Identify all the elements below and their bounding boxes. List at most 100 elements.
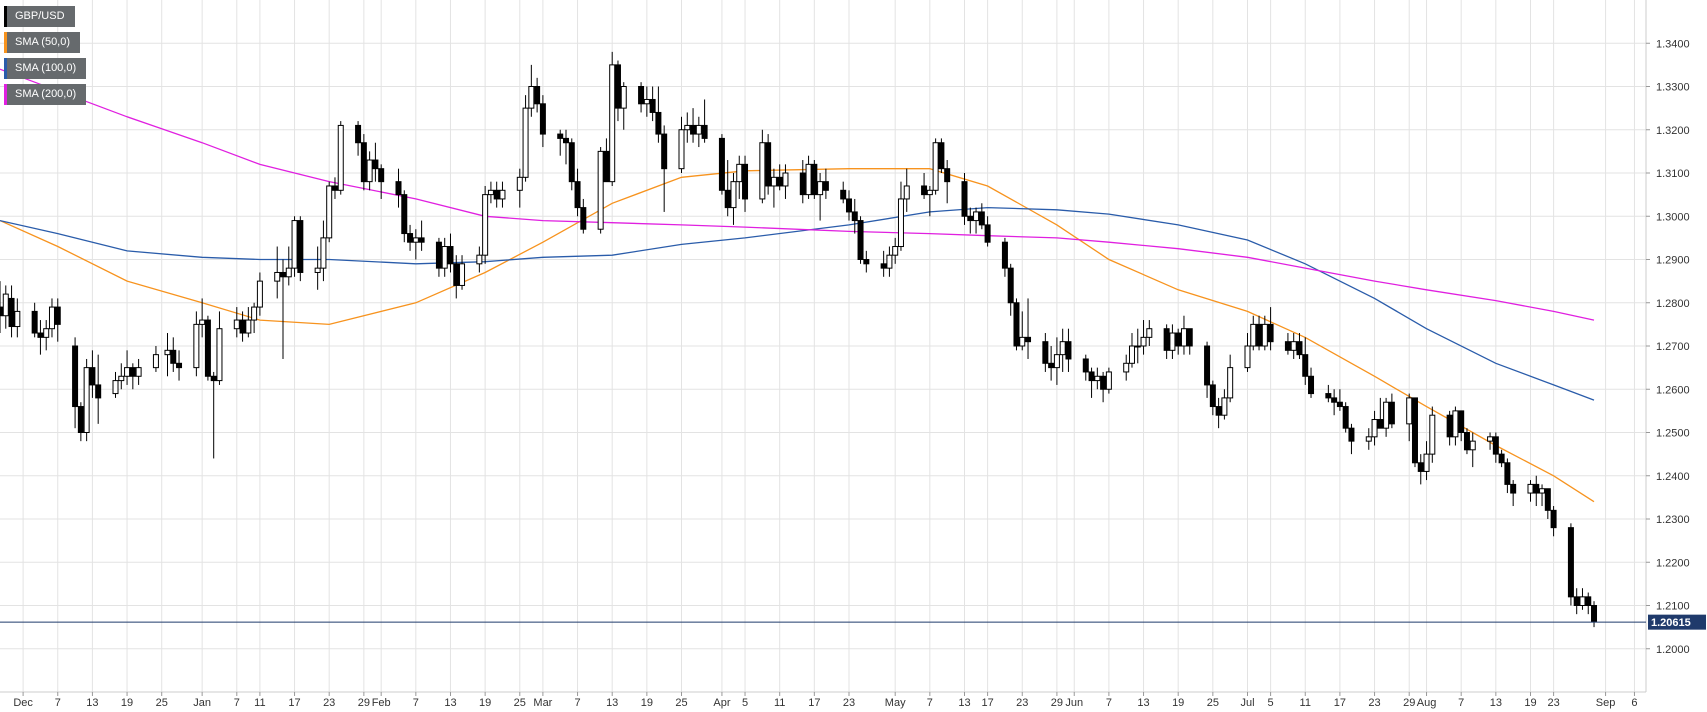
candle-body — [759, 142, 766, 200]
candle — [31, 302, 38, 338]
candle — [1284, 333, 1291, 355]
candle — [840, 181, 847, 204]
candle-body — [690, 124, 697, 135]
candle-body — [1186, 328, 1193, 347]
candle — [72, 337, 79, 429]
candle — [447, 233, 454, 273]
candle-body — [1567, 527, 1574, 598]
candle-body — [1221, 397, 1228, 416]
current-price-tag: 1.20615 — [1648, 614, 1706, 630]
candle-body — [557, 133, 564, 139]
x-tick-label: 11 — [254, 697, 265, 709]
candle — [1209, 380, 1216, 416]
candle — [1128, 333, 1135, 368]
candle — [1169, 324, 1176, 359]
candle-body — [459, 263, 466, 286]
candle — [43, 320, 50, 351]
x-axis-ticks: Dec 7 13 19 25 Jan 7 11 17 23 29 Feb 7 13 19 25 Mar 7 13 19… — [13, 692, 1638, 709]
candle-body — [487, 189, 494, 196]
candle — [441, 237, 448, 277]
x-tick-label: 17 — [808, 697, 820, 709]
x-tick-label: Jan — [193, 697, 211, 709]
candle-body — [851, 211, 858, 222]
candle-body — [1007, 267, 1014, 304]
legend-item-gbpusd[interactable]: GBP/USD — [4, 6, 75, 27]
candle — [1053, 337, 1060, 385]
legend-label-sma50: SMA (50,0) — [15, 36, 71, 48]
x-tick-label: 7 — [234, 697, 240, 709]
candle — [736, 155, 743, 199]
candle-body — [973, 211, 980, 222]
candle — [805, 155, 812, 199]
candle — [539, 95, 546, 148]
x-tick-label: 29 — [1403, 697, 1415, 709]
candle-body — [482, 194, 489, 256]
candle — [880, 250, 887, 277]
candle — [1042, 333, 1049, 372]
candle-body — [897, 198, 904, 248]
candle — [1417, 454, 1424, 485]
candle — [1388, 393, 1395, 429]
legend-swatch-sma200 — [4, 84, 7, 105]
candle — [331, 177, 338, 199]
y-tick-label: 1.2000 — [1656, 644, 1690, 656]
candle-body — [245, 319, 252, 334]
candle-body — [48, 306, 55, 330]
candle-body — [1388, 401, 1395, 425]
candle-body — [961, 181, 968, 217]
candle — [1411, 397, 1418, 468]
candle — [730, 173, 737, 225]
candle — [1365, 428, 1372, 450]
candle-body — [776, 176, 783, 187]
y-tick-label: 1.2200 — [1656, 557, 1690, 569]
x-tick-label: Aug — [1417, 697, 1437, 709]
candle-body — [72, 345, 79, 408]
candle-body — [1573, 596, 1580, 606]
x-tick-label: Feb — [372, 697, 391, 709]
candle-body — [233, 319, 240, 330]
candle — [1007, 263, 1014, 316]
candle-body — [1209, 384, 1216, 408]
candle — [897, 181, 904, 251]
candle-body — [1302, 354, 1309, 377]
candle-body — [655, 111, 662, 135]
candle — [580, 198, 587, 234]
x-tick-label: 25 — [1207, 697, 1219, 709]
candle — [614, 60, 621, 122]
candle — [1423, 441, 1430, 481]
candle-body — [1128, 345, 1135, 364]
legend-item-sma200[interactable]: SMA (200,0) — [4, 84, 87, 105]
candle-body — [170, 349, 177, 364]
candle — [938, 138, 945, 173]
candle-body — [1296, 341, 1303, 356]
candle-body — [1365, 436, 1372, 442]
candle-body — [193, 323, 200, 369]
candle-body — [476, 254, 483, 265]
candle — [643, 86, 650, 117]
x-tick-label: 7 — [55, 697, 61, 709]
candle — [978, 203, 985, 230]
candle — [401, 190, 408, 243]
candle-body — [1215, 406, 1222, 416]
candle-body — [326, 185, 333, 239]
candle-body — [256, 280, 263, 308]
legend-item-sma50[interactable]: SMA (50,0) — [4, 32, 81, 53]
legend-item-sma100[interactable]: SMA (100,0) — [4, 58, 87, 79]
x-tick-label: 5 — [742, 697, 748, 709]
candle-body — [1284, 341, 1291, 351]
candle-body — [1261, 323, 1268, 347]
candle — [568, 138, 575, 191]
candle-body — [609, 64, 616, 183]
x-tick-label: Dec — [13, 697, 33, 709]
candle — [1446, 410, 1453, 446]
candle — [1302, 337, 1309, 385]
candle — [903, 168, 910, 212]
y-tick-label: 1.2300 — [1656, 514, 1690, 526]
candle — [233, 307, 240, 338]
candle — [718, 134, 725, 195]
legend-label-gbpusd: GBP/USD — [15, 10, 65, 22]
candle-body — [730, 181, 737, 209]
candle — [1492, 432, 1499, 463]
candle — [204, 315, 211, 381]
candle — [1539, 484, 1546, 507]
